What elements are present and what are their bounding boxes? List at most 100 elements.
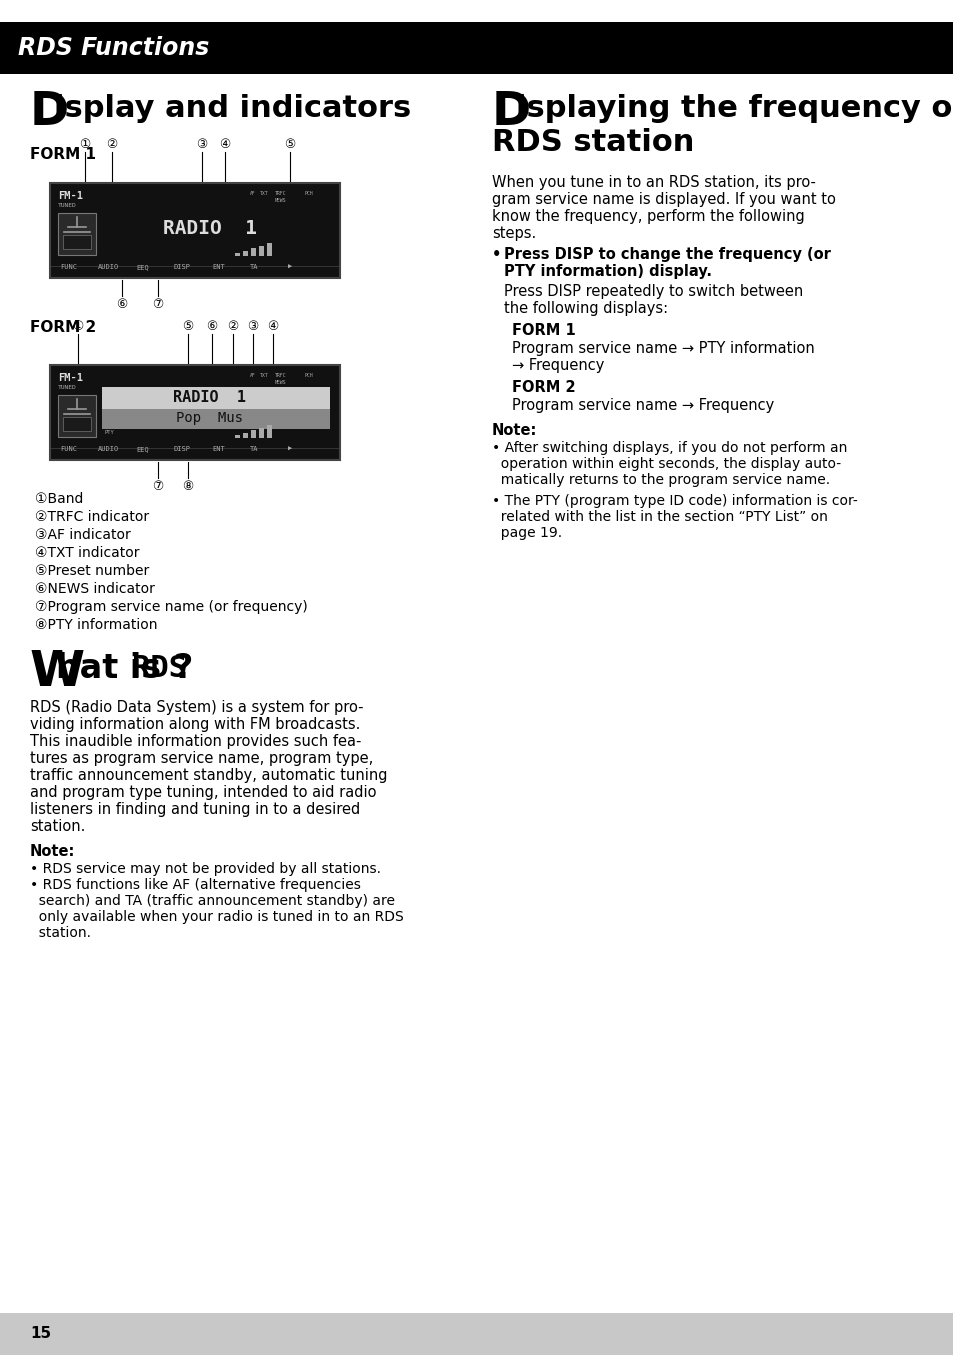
Text: RDS: RDS <box>132 654 187 683</box>
Text: ENT: ENT <box>212 264 225 270</box>
Bar <box>267 243 272 256</box>
Text: • RDS service may not be provided by all stations.: • RDS service may not be provided by all… <box>30 862 380 875</box>
Text: ⑦: ⑦ <box>152 480 164 493</box>
Text: ⑤Preset number: ⑤Preset number <box>35 564 149 579</box>
Text: Program service name → PTY information: Program service name → PTY information <box>512 341 814 356</box>
Text: • After switching displays, if you do not perform an: • After switching displays, if you do no… <box>492 440 846 455</box>
Text: TUNED: TUNED <box>58 203 76 209</box>
Text: gram service name is displayed. If you want to: gram service name is displayed. If you w… <box>492 192 835 207</box>
Text: ⑧: ⑧ <box>182 480 193 493</box>
Text: ③AF indicator: ③AF indicator <box>35 528 131 542</box>
Text: W: W <box>30 648 85 696</box>
Text: FORM 1: FORM 1 <box>30 146 96 163</box>
Text: ⑦Program service name (or frequency): ⑦Program service name (or frequency) <box>35 600 308 614</box>
Text: ①: ① <box>72 320 84 333</box>
Text: isplay and indicators: isplay and indicators <box>54 93 411 123</box>
Bar <box>102 409 330 430</box>
Bar <box>258 427 264 438</box>
Text: matically returns to the program service name.: matically returns to the program service… <box>492 473 829 486</box>
Text: ⑥: ⑥ <box>206 320 217 333</box>
Text: ④: ④ <box>267 320 278 333</box>
Text: ①: ① <box>79 138 91 150</box>
Text: → Frequency: → Frequency <box>512 358 604 373</box>
Text: PTY information) display.: PTY information) display. <box>503 264 711 279</box>
Text: ⑥: ⑥ <box>116 298 128 312</box>
Text: tures as program service name, program type,: tures as program service name, program t… <box>30 751 373 766</box>
Bar <box>243 251 248 256</box>
Text: FUNC: FUNC <box>60 446 77 453</box>
Text: This inaudible information provides such fea-: This inaudible information provides such… <box>30 734 361 749</box>
Text: TUNED: TUNED <box>58 385 76 390</box>
Text: ③: ③ <box>247 320 258 333</box>
Text: D: D <box>492 89 531 136</box>
Text: FORM 1: FORM 1 <box>512 322 576 337</box>
Text: TRFC: TRFC <box>274 373 286 378</box>
Bar <box>267 425 272 438</box>
Text: TXT: TXT <box>260 191 269 196</box>
Text: station.: station. <box>30 925 91 940</box>
Text: ?: ? <box>173 652 193 686</box>
Text: PCH: PCH <box>305 373 314 378</box>
Bar <box>58 213 96 255</box>
Text: traffic announcement standby, automatic tuning: traffic announcement standby, automatic … <box>30 768 387 783</box>
Text: AUDIO: AUDIO <box>98 264 119 270</box>
Text: EEQ: EEQ <box>136 446 149 453</box>
Text: ▶: ▶ <box>288 446 292 453</box>
Text: RDS Functions: RDS Functions <box>18 37 209 60</box>
Text: know the frequency, perform the following: know the frequency, perform the followin… <box>492 209 804 224</box>
Text: AF: AF <box>250 373 255 378</box>
Text: RADIO  1: RADIO 1 <box>163 218 256 237</box>
Bar <box>234 435 240 438</box>
Text: Note:: Note: <box>30 844 75 859</box>
Text: page 19.: page 19. <box>492 526 561 541</box>
Text: Press DISP repeatedly to switch between: Press DISP repeatedly to switch between <box>503 285 802 299</box>
Text: and program type tuning, intended to aid radio: and program type tuning, intended to aid… <box>30 785 376 799</box>
Text: search) and TA (traffic announcement standby) are: search) and TA (traffic announcement sta… <box>30 894 395 908</box>
Text: Program service name → Frequency: Program service name → Frequency <box>512 398 774 413</box>
Text: D: D <box>30 89 70 136</box>
Text: related with the list in the section “PTY List” on: related with the list in the section “PT… <box>492 509 827 524</box>
Bar <box>50 364 339 459</box>
Text: ④: ④ <box>219 138 231 150</box>
Text: Press DISP to change the frequency (or: Press DISP to change the frequency (or <box>503 247 830 262</box>
Text: RDS (Radio Data System) is a system for pro-: RDS (Radio Data System) is a system for … <box>30 701 363 715</box>
Text: listeners in finding and tuning in to a desired: listeners in finding and tuning in to a … <box>30 802 360 817</box>
Text: RADIO  1: RADIO 1 <box>173 389 246 405</box>
Bar <box>63 417 91 431</box>
Text: EEQ: EEQ <box>136 264 149 270</box>
Text: ③: ③ <box>196 138 208 150</box>
Text: ②TRFC indicator: ②TRFC indicator <box>35 509 149 524</box>
Text: TA: TA <box>250 264 258 270</box>
Text: When you tune in to an RDS station, its pro-: When you tune in to an RDS station, its … <box>492 175 815 190</box>
Text: Note:: Note: <box>492 423 537 438</box>
Bar <box>251 248 255 256</box>
Bar <box>63 234 91 249</box>
Text: operation within eight seconds, the display auto-: operation within eight seconds, the disp… <box>492 457 841 472</box>
Text: TA: TA <box>250 446 258 453</box>
Text: • The PTY (program type ID code) information is cor-: • The PTY (program type ID code) informa… <box>492 495 857 508</box>
Text: the following displays:: the following displays: <box>503 301 667 316</box>
Text: isplaying the frequency of an: isplaying the frequency of an <box>516 93 953 123</box>
Bar <box>102 388 330 409</box>
Text: FORM 2: FORM 2 <box>512 379 575 396</box>
Text: ⑤: ⑤ <box>284 138 295 150</box>
Text: • RDS functions like AF (alternative frequencies: • RDS functions like AF (alternative fre… <box>30 878 360 892</box>
Text: TRFC: TRFC <box>274 191 286 196</box>
Text: PCH: PCH <box>305 191 314 196</box>
Text: NEWS: NEWS <box>274 379 286 385</box>
Text: AF: AF <box>250 191 255 196</box>
Bar <box>58 396 96 438</box>
Text: DISP: DISP <box>173 446 191 453</box>
Text: PTY: PTY <box>105 430 114 435</box>
Text: station.: station. <box>30 818 85 833</box>
Bar <box>234 253 240 256</box>
Text: ⑤: ⑤ <box>182 320 193 333</box>
Text: RDS station: RDS station <box>492 127 694 157</box>
Text: viding information along with FM broadcasts.: viding information along with FM broadca… <box>30 717 360 732</box>
Bar <box>258 245 264 256</box>
Text: FUNC: FUNC <box>60 264 77 270</box>
Text: •: • <box>492 247 501 262</box>
Bar <box>243 432 248 438</box>
Bar <box>50 183 339 278</box>
Text: ①Band: ①Band <box>35 492 83 505</box>
